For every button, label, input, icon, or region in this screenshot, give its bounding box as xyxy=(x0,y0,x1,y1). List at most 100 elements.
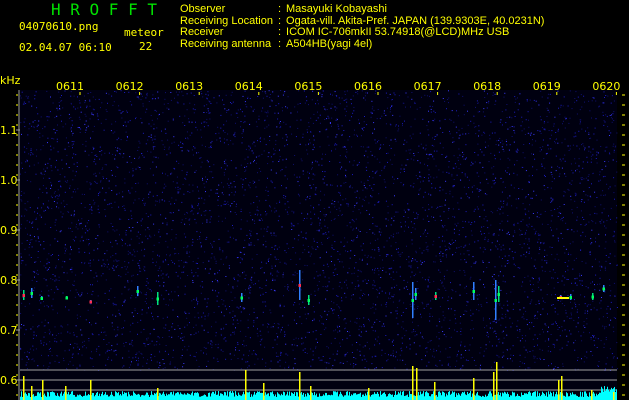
noise-dot xyxy=(78,224,80,226)
noise-dot xyxy=(94,181,96,182)
noise-dot xyxy=(570,195,572,197)
noise-dot xyxy=(465,193,467,195)
noise-dot xyxy=(174,168,176,170)
noise-dot xyxy=(493,308,495,310)
noise-dot xyxy=(398,128,400,130)
noise-dot xyxy=(551,254,553,256)
noise-dot xyxy=(200,231,201,233)
noise-dot xyxy=(436,176,438,178)
meteor-label: meteor xyxy=(124,26,164,39)
noise-dot xyxy=(325,327,327,329)
noise-dot xyxy=(387,205,389,207)
noise-dot xyxy=(415,273,417,275)
noise-dot xyxy=(233,331,235,333)
noise-dot xyxy=(332,234,334,236)
noise-dot xyxy=(286,211,288,213)
noise-dot xyxy=(254,223,256,224)
noise-dot xyxy=(514,96,516,98)
noise-dot xyxy=(113,260,115,262)
noise-dot xyxy=(200,245,202,247)
noise-dot xyxy=(383,325,385,327)
noise-dot xyxy=(495,246,497,248)
noise-dot xyxy=(543,121,545,123)
noise-dot xyxy=(313,311,315,313)
noise-dot xyxy=(150,236,152,238)
noise-dot xyxy=(323,329,325,331)
noise-dot xyxy=(528,175,530,177)
noise-dot xyxy=(505,313,507,315)
noise-dot xyxy=(143,268,145,270)
noise-dot xyxy=(471,161,473,163)
noise-dot xyxy=(91,333,93,335)
noise-dot xyxy=(433,261,435,263)
noise-dot xyxy=(510,184,512,186)
noise-dot xyxy=(346,203,348,205)
noise-dot xyxy=(403,209,405,211)
noise-dot xyxy=(491,276,493,278)
noise-dot xyxy=(272,91,274,93)
noise-dot xyxy=(233,333,235,335)
noise-dot xyxy=(595,118,597,120)
noise-dot xyxy=(606,183,608,185)
noise-dot xyxy=(152,94,154,96)
noise-dot xyxy=(556,138,557,140)
noise-dot xyxy=(586,323,588,325)
noise-dot xyxy=(84,251,86,253)
noise-dot xyxy=(579,280,581,282)
noise-dot xyxy=(131,104,133,106)
noise-dot xyxy=(122,206,123,207)
noise-dot xyxy=(357,93,359,95)
noise-dot xyxy=(226,203,227,205)
noise-dot xyxy=(410,185,412,187)
noise-dot xyxy=(115,304,117,306)
noise-dot xyxy=(137,96,139,98)
noise-dot xyxy=(230,102,231,103)
noise-dot xyxy=(358,284,360,286)
noise-dot xyxy=(345,198,347,200)
noise-dot xyxy=(403,183,405,185)
noise-dot xyxy=(201,144,203,146)
noise-dot xyxy=(327,285,329,287)
noise-dot xyxy=(567,145,569,147)
noise-dot xyxy=(248,244,250,246)
noise-dot xyxy=(223,138,225,140)
noise-dot xyxy=(326,118,328,120)
noise-dot xyxy=(442,311,444,313)
noise-dot xyxy=(347,203,349,205)
noise-dot xyxy=(583,219,585,220)
noise-dot xyxy=(400,168,402,170)
noise-dot xyxy=(381,325,383,327)
noise-dot xyxy=(188,345,190,347)
noise-dot xyxy=(206,221,208,223)
noise-dot xyxy=(260,294,262,296)
noise-dot xyxy=(71,271,73,273)
noise-dot xyxy=(486,194,488,196)
noise-dot xyxy=(339,307,341,309)
noise-dot xyxy=(492,173,494,175)
noise-dot xyxy=(196,152,198,154)
noise-dot xyxy=(154,204,156,206)
noise-dot xyxy=(110,288,112,290)
noise-dot xyxy=(213,357,215,359)
noise-dot xyxy=(557,208,559,209)
noise-dot xyxy=(118,260,120,262)
noise-dot xyxy=(166,222,168,224)
noise-dot xyxy=(84,150,86,152)
noise-dot xyxy=(53,192,55,194)
noise-dot xyxy=(567,228,569,230)
noise-dot xyxy=(209,166,211,168)
noise-dot xyxy=(220,328,222,330)
noise-dot xyxy=(422,277,424,279)
noise-dot xyxy=(388,339,390,341)
noise-dot xyxy=(558,259,560,261)
noise-dot xyxy=(20,313,22,314)
noise-dot xyxy=(122,111,124,112)
noise-dot xyxy=(524,368,526,370)
noise-dot xyxy=(516,207,518,209)
noise-dot xyxy=(529,322,530,323)
noise-dot xyxy=(350,298,352,300)
noise-dot xyxy=(312,331,314,333)
noise-dot xyxy=(533,265,535,267)
noise-dot xyxy=(464,158,466,160)
noise-dot xyxy=(317,117,319,119)
